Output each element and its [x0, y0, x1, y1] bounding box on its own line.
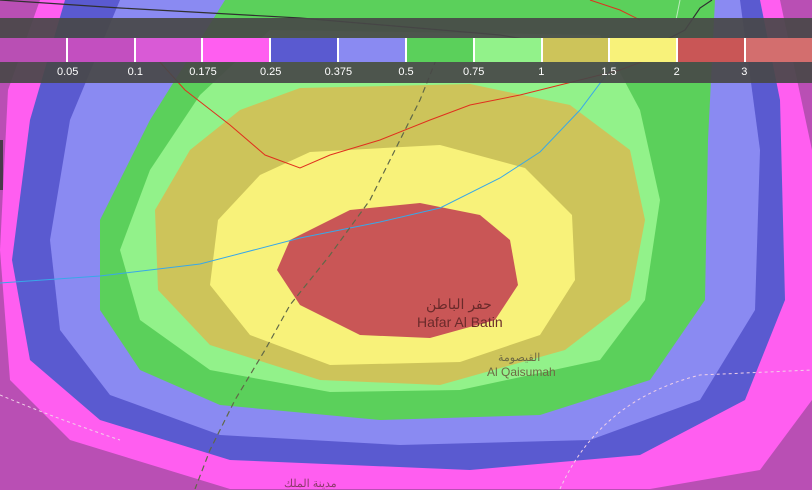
legend-swatch — [678, 38, 747, 62]
road-dark-right — [675, 0, 681, 21]
legend-swatch — [610, 38, 679, 62]
road-dashed-light — [559, 369, 812, 489]
legend-tick-label: 1 — [538, 66, 545, 78]
legend-labels-band: 0.05 0.1 0.175 0.25 0.375 0.5 0.75 1 1.5 2 3 — [0, 62, 812, 83]
city-label-madinat-arabic: مدينة الملك — [284, 478, 337, 490]
city-label-hafar-al-batin: Hafar Al Batin — [417, 314, 503, 330]
road-red-top — [589, 0, 641, 21]
legend-swatch — [135, 38, 204, 62]
legend-swatch — [474, 38, 543, 62]
legend-tick-label: 0.375 — [324, 66, 353, 78]
road-dashed-light-left — [0, 394, 121, 441]
legend-tick-label: 0.1 — [127, 66, 143, 78]
legend-tick-label: 2 — [673, 66, 680, 78]
legend-top-band — [0, 18, 812, 38]
legend-tick-label: 0.05 — [56, 66, 79, 78]
legend-swatch — [542, 38, 611, 62]
legend-swatch — [67, 38, 136, 62]
legend-tick-label: 0.25 — [259, 66, 282, 78]
legend-tick-label: 0.175 — [189, 66, 217, 78]
legend-swatch — [406, 38, 475, 62]
legend-tick-label: 1.5 — [601, 66, 617, 78]
road-blue — [0, 39, 641, 284]
zone-red — [277, 203, 518, 338]
legend-swatch — [0, 38, 68, 62]
city-label-al-qaisumah: Al Qaisumah — [487, 365, 556, 379]
legend-tick-label: 0.75 — [462, 66, 485, 78]
road-red — [139, 39, 661, 169]
legend-swatch — [746, 38, 812, 62]
road-dashed — [194, 49, 441, 489]
left-edge-marker — [0, 140, 3, 190]
legend-color-bar — [0, 38, 812, 62]
legend-swatch — [271, 38, 340, 62]
legend-swatch — [339, 38, 407, 62]
city-label-al-qaisumah-arabic: القيصومة — [498, 352, 541, 364]
city-label-hafar-al-batin-arabic: حفر الباطن — [426, 296, 492, 312]
legend-tick-label: 0.5 — [398, 66, 414, 78]
legend-tick-label: 3 — [741, 66, 748, 78]
legend-swatch — [203, 38, 272, 62]
